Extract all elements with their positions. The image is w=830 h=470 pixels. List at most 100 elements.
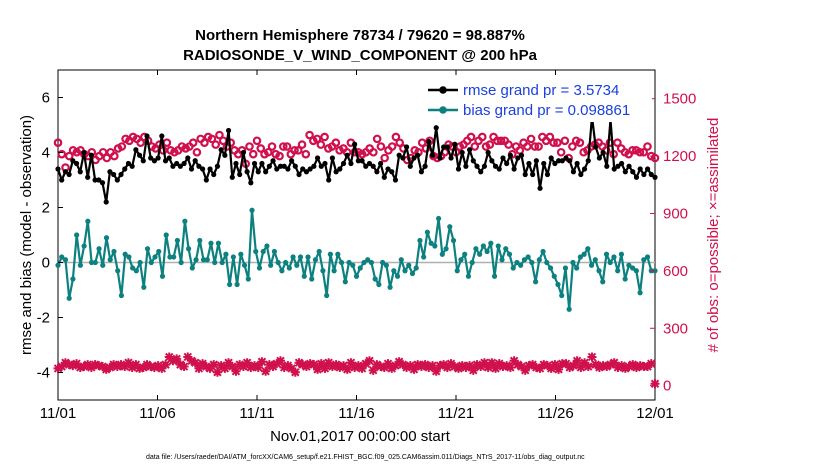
rmse-point [151,158,158,164]
y-tick-label: 4 [42,145,50,162]
bias-point [633,268,639,274]
rmse-point [188,166,195,172]
rmse-point [88,152,94,158]
obs-assimilated-marker [502,361,512,371]
obs-assimilated-marker [368,365,378,375]
rmse-point [73,160,80,167]
rmse-point [303,169,310,175]
bias-point [103,235,110,241]
rmse-point [326,177,332,183]
obs-assimilated-marker [60,358,70,368]
rmse-point [166,155,172,161]
rmse-point [363,163,369,169]
obs-assimilated-marker [413,360,423,370]
legend: rmse grand pr = 3.5734 bias grand pr = 0… [422,80,652,122]
bias-point [443,246,449,252]
obs-possible-marker [526,134,536,144]
obs-possible-marker [136,138,145,147]
rmse-point [400,155,406,161]
obs-possible-marker [635,147,645,157]
rmse-point [563,155,569,161]
obs-assimilated-marker [476,362,486,372]
rmse-point [485,149,491,156]
bias-point [394,273,401,279]
rmse-point [633,174,640,180]
obs-possible-marker [372,134,382,144]
obs-assimilated-marker [205,363,215,373]
obs-possible-marker [391,132,401,142]
y2-tick-label: 1200 [663,148,696,165]
rmse-point [433,125,439,131]
bias-point [637,290,643,296]
bias-point [118,292,125,299]
rmse-point [437,155,443,161]
obs-possible-marker [369,147,378,157]
rmse-point [99,180,106,186]
obs-possible-marker [470,142,480,151]
obs-assimilated-marker [224,358,234,368]
bias-point [353,273,360,279]
obs-assimilated-marker [583,362,593,372]
rmse-point [200,166,206,172]
obs-possible-marker [256,144,266,153]
obs-assimilated-marker [257,357,267,367]
obs-assimilated-marker [346,358,356,368]
obs-assimilated-marker [186,356,196,366]
bias-point [615,268,621,274]
rmse-point [466,147,473,153]
y2-tick-label: 300 [663,320,688,337]
obs-possible-marker [493,136,502,146]
bias-point [342,279,348,285]
bias-point [59,254,65,260]
rmse-point [214,163,221,169]
y2-tick-label: 900 [663,205,688,222]
obs-assimilated-marker [194,363,204,373]
obs-possible-marker [110,151,119,161]
rmse-point [259,160,265,167]
rmse-point [244,169,250,175]
obs-possible-marker [57,149,67,159]
bias-point [74,232,80,238]
rmse-point [470,158,476,164]
bias-point [327,251,333,257]
bias-point [484,248,490,255]
legend-box [422,80,652,122]
obs-assimilated-marker [461,362,471,372]
bias-point [488,240,494,246]
obs-possible-marker [417,138,427,147]
rmse-point [530,171,536,178]
obs-assimilated-marker [53,363,63,373]
obs-assimilated-marker [535,363,545,373]
obs-assimilated-marker [424,362,434,372]
rmse-point [103,199,109,205]
obs-assimilated-marker [183,352,193,362]
bias-point [495,243,501,249]
bias-point [305,254,311,260]
bias-point [570,259,576,266]
rmse-point [581,166,588,172]
obs-possible-marker [305,130,314,140]
legend-rmse-label: rmse grand pr = 3.5734 [463,82,619,99]
rmse-point [626,163,632,169]
rmse-point [507,152,513,158]
obs-possible-marker [466,132,476,142]
rmse-point [422,163,428,169]
obs-possible-marker [263,147,273,157]
obs-possible-marker [575,138,585,147]
bias-point [338,259,345,266]
obs-assimilated-marker [231,366,241,376]
rmse-point [274,166,280,172]
bias-point [435,215,442,222]
rmse-point [337,166,343,172]
bias-point [223,251,229,257]
x-tick-label: 11/06 [139,405,175,422]
bias-point [432,243,438,249]
y-tick-label: -2 [37,310,50,327]
rmse-point [555,158,562,164]
obs-assimilated-marker [327,362,337,372]
obs-assimilated-marker [550,360,560,370]
ticks-layer: 11/01 11/06 11/11 11/16 11/21 11/26 12/01 -4 -2 0… [37,70,696,422]
rmse-series-layer [55,114,658,205]
y-tick-label: -4 [37,365,50,382]
x-tick-label: 11/21 [438,405,474,422]
